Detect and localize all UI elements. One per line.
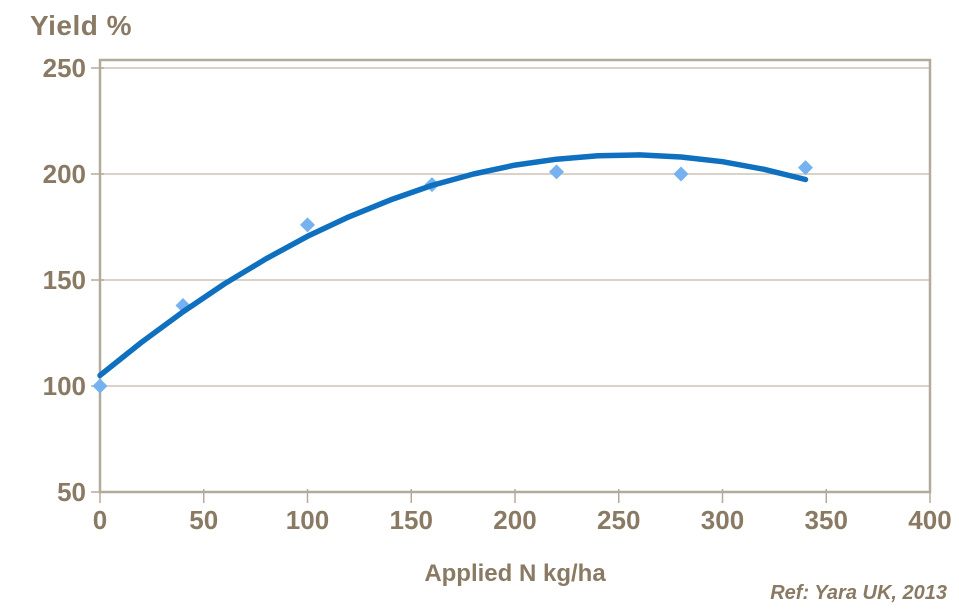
data-point-marker bbox=[798, 160, 813, 176]
y-tick-label: 250 bbox=[43, 53, 86, 83]
data-point-marker bbox=[300, 217, 315, 233]
data-point-marker bbox=[673, 166, 689, 182]
data-point-marker bbox=[92, 378, 108, 394]
chart-title: Yield % bbox=[30, 10, 133, 41]
plot-border bbox=[98, 58, 932, 494]
x-tick-label: 250 bbox=[597, 505, 640, 535]
x-tick-label: 100 bbox=[286, 505, 329, 535]
data-point-marker bbox=[549, 164, 564, 180]
x-tick-label: 200 bbox=[493, 505, 536, 535]
y-tick-label: 100 bbox=[43, 371, 86, 401]
x-tick-label: 150 bbox=[390, 505, 433, 535]
y-tick-label: 150 bbox=[43, 265, 86, 295]
x-tick-label: 300 bbox=[701, 505, 744, 535]
y-tick-label: 200 bbox=[43, 159, 86, 189]
x-tick-label: 400 bbox=[908, 505, 951, 535]
x-tick-label: 0 bbox=[93, 505, 107, 535]
x-tick-label: 350 bbox=[805, 505, 848, 535]
x-axis-title: Applied N kg/ha bbox=[424, 560, 606, 587]
trend-line bbox=[97, 152, 809, 379]
x-tick-label: 50 bbox=[189, 505, 218, 535]
reference-note: Ref: Yara UK, 2013 bbox=[770, 582, 947, 604]
y-tick-label: 50 bbox=[57, 477, 86, 507]
